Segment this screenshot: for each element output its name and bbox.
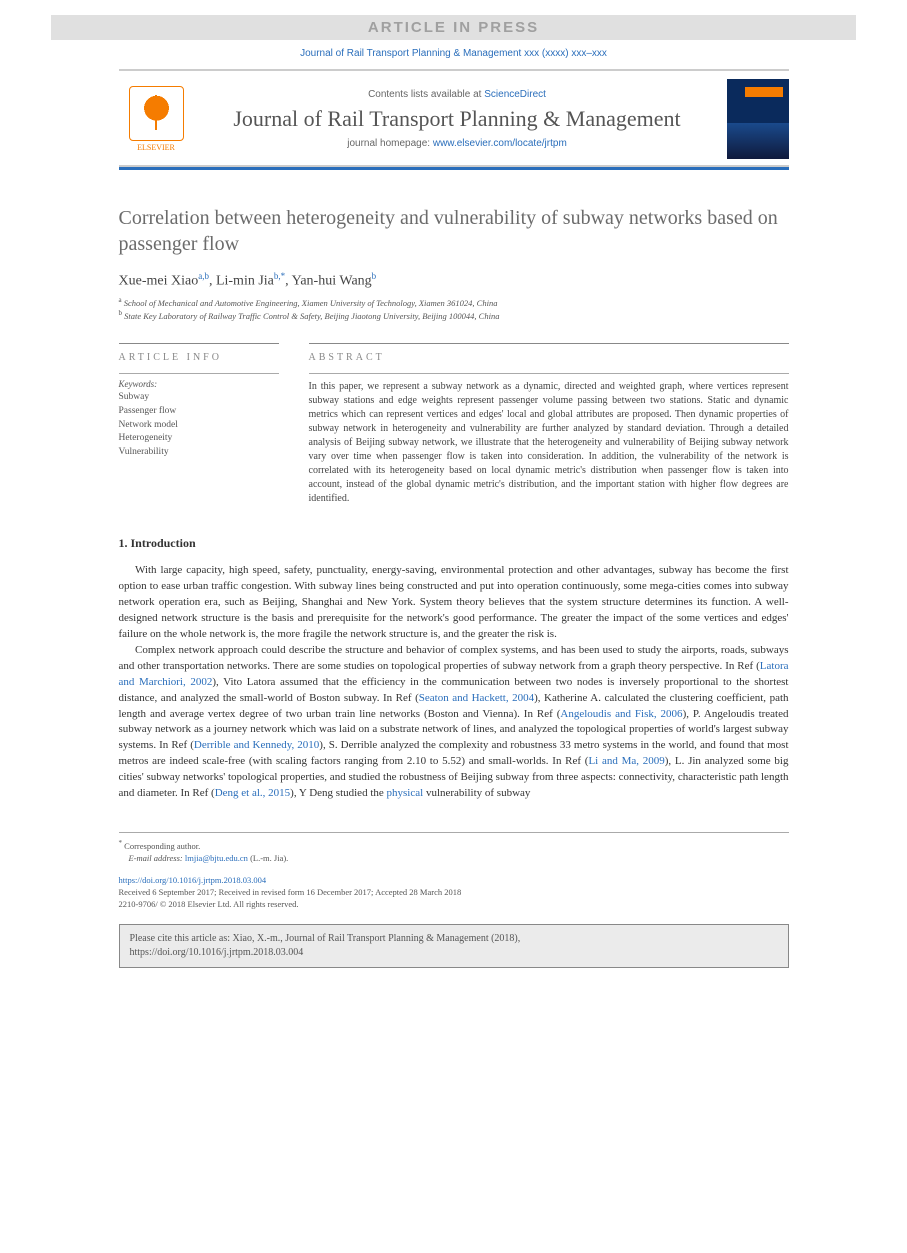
abstract-column: ABSTRACT In this paper, we represent a s… xyxy=(309,343,789,506)
affiliation-a: a School of Mechanical and Automotive En… xyxy=(119,296,789,310)
keyword: Vulnerability xyxy=(119,446,279,460)
article-info-column: ARTICLE INFO Keywords: Subway Passenger … xyxy=(119,343,279,506)
text-run: ), Y Deng studied the xyxy=(290,787,386,799)
journal-name: Journal of Rail Transport Planning & Man… xyxy=(194,106,721,131)
article-info-header: ARTICLE INFO xyxy=(119,343,279,363)
text-run: vulnerability of subway xyxy=(423,787,530,799)
elsevier-logo: ELSEVIER xyxy=(119,86,194,152)
contents-line: Contents lists available at ScienceDirec… xyxy=(194,89,721,100)
abstract-header: ABSTRACT xyxy=(309,343,789,363)
keywords-label: Keywords: xyxy=(119,373,279,389)
abstract-text: In this paper, we represent a subway net… xyxy=(309,373,789,506)
contents-prefix: Contents lists available at xyxy=(368,89,484,100)
corr-label: Corresponding author. xyxy=(124,841,200,851)
affil-marker-a[interactable]: a xyxy=(198,271,202,281)
homepage-prefix: journal homepage: xyxy=(347,138,433,149)
section-1-heading: 1. Introduction xyxy=(119,536,789,551)
affiliation-b: b State Key Laboratory of Railway Traffi… xyxy=(119,309,789,323)
author-3: Yan-hui Wang xyxy=(292,274,372,289)
received-dates: Received 6 September 2017; Received in r… xyxy=(119,887,462,897)
article-title: Correlation between heterogeneity and vu… xyxy=(119,205,789,257)
journal-cover-thumbnail xyxy=(727,79,789,159)
homepage-link[interactable]: www.elsevier.com/locate/jrtpm xyxy=(433,138,567,149)
para-1: With large capacity, high speed, safety,… xyxy=(119,563,789,643)
keywords-list: Subway Passenger flow Network model Hete… xyxy=(119,391,279,460)
homepage-line: journal homepage: www.elsevier.com/locat… xyxy=(194,138,721,149)
keyword: Network model xyxy=(119,419,279,433)
email-suffix: (L.-m. Jia). xyxy=(250,853,288,863)
journal-header: ELSEVIER Contents lists available at Sci… xyxy=(119,69,789,167)
author-2: Li-min Jia xyxy=(216,274,274,289)
ref-link[interactable]: Li and Ma, 2009 xyxy=(588,755,664,767)
copyright: 2210-9706/ © 2018 Elsevier Ltd. All righ… xyxy=(119,899,299,909)
ref-link[interactable]: Deng et al., 2015 xyxy=(215,787,290,799)
top-citation: Journal of Rail Transport Planning & Man… xyxy=(0,48,907,59)
email-link[interactable]: lmjia@bjtu.edu.cn xyxy=(185,853,248,863)
email-line: E-mail address: lmjia@bjtu.edu.cn (L.-m.… xyxy=(119,853,789,865)
ref-link[interactable]: Seaton and Hackett, 2004 xyxy=(419,692,534,704)
publisher-label: ELSEVIER xyxy=(119,143,194,152)
sciencedirect-link[interactable]: ScienceDirect xyxy=(484,89,546,100)
elsevier-tree-icon xyxy=(129,86,184,141)
info-row: ARTICLE INFO Keywords: Subway Passenger … xyxy=(119,343,789,506)
footer: * Corresponding author. E-mail address: … xyxy=(119,832,789,910)
section-1-body: With large capacity, high speed, safety,… xyxy=(119,563,789,802)
ref-link[interactable]: Angeloudis and Fisk, 2006 xyxy=(560,708,682,720)
doi-link[interactable]: https://doi.org/10.1016/j.jrtpm.2018.03.… xyxy=(119,875,267,885)
affiliations: a School of Mechanical and Automotive En… xyxy=(119,296,789,323)
article-in-press-banner: ARTICLE IN PRESS xyxy=(51,15,856,40)
keyword: Heterogeneity xyxy=(119,432,279,446)
header-divider xyxy=(119,167,789,170)
author-1: Xue-mei Xiao xyxy=(119,274,199,289)
affil-marker-b3[interactable]: b xyxy=(372,271,377,281)
keyword: Passenger flow xyxy=(119,405,279,419)
citebox-line1: Please cite this article as: Xiao, X.-m.… xyxy=(130,932,778,946)
citation-box: Please cite this article as: Xiao, X.-m.… xyxy=(119,924,789,968)
email-label: E-mail address: xyxy=(129,853,183,863)
corr-marker[interactable]: * xyxy=(281,271,286,281)
ref-link[interactable]: Derrible and Kennedy, 2010 xyxy=(194,739,319,751)
para-2: Complex network approach could describe … xyxy=(119,643,789,802)
doi-block: https://doi.org/10.1016/j.jrtpm.2018.03.… xyxy=(119,875,789,911)
text-run: Complex network approach could describe … xyxy=(119,644,789,672)
citebox-line2: https://doi.org/10.1016/j.jrtpm.2018.03.… xyxy=(130,946,778,960)
term-link[interactable]: physical xyxy=(387,787,424,799)
main-content: Correlation between heterogeneity and vu… xyxy=(119,205,789,802)
keyword: Subway xyxy=(119,391,279,405)
author-list: Xue-mei Xiaoa,b, Li-min Jiab,*, Yan-hui … xyxy=(119,271,789,290)
affil-marker-b[interactable]: b xyxy=(204,271,209,281)
affil-marker-b2[interactable]: b xyxy=(274,271,279,281)
header-center: Contents lists available at ScienceDirec… xyxy=(194,89,721,148)
corresponding-author: * Corresponding author. xyxy=(119,839,789,853)
corr-asterisk: * xyxy=(119,839,123,847)
